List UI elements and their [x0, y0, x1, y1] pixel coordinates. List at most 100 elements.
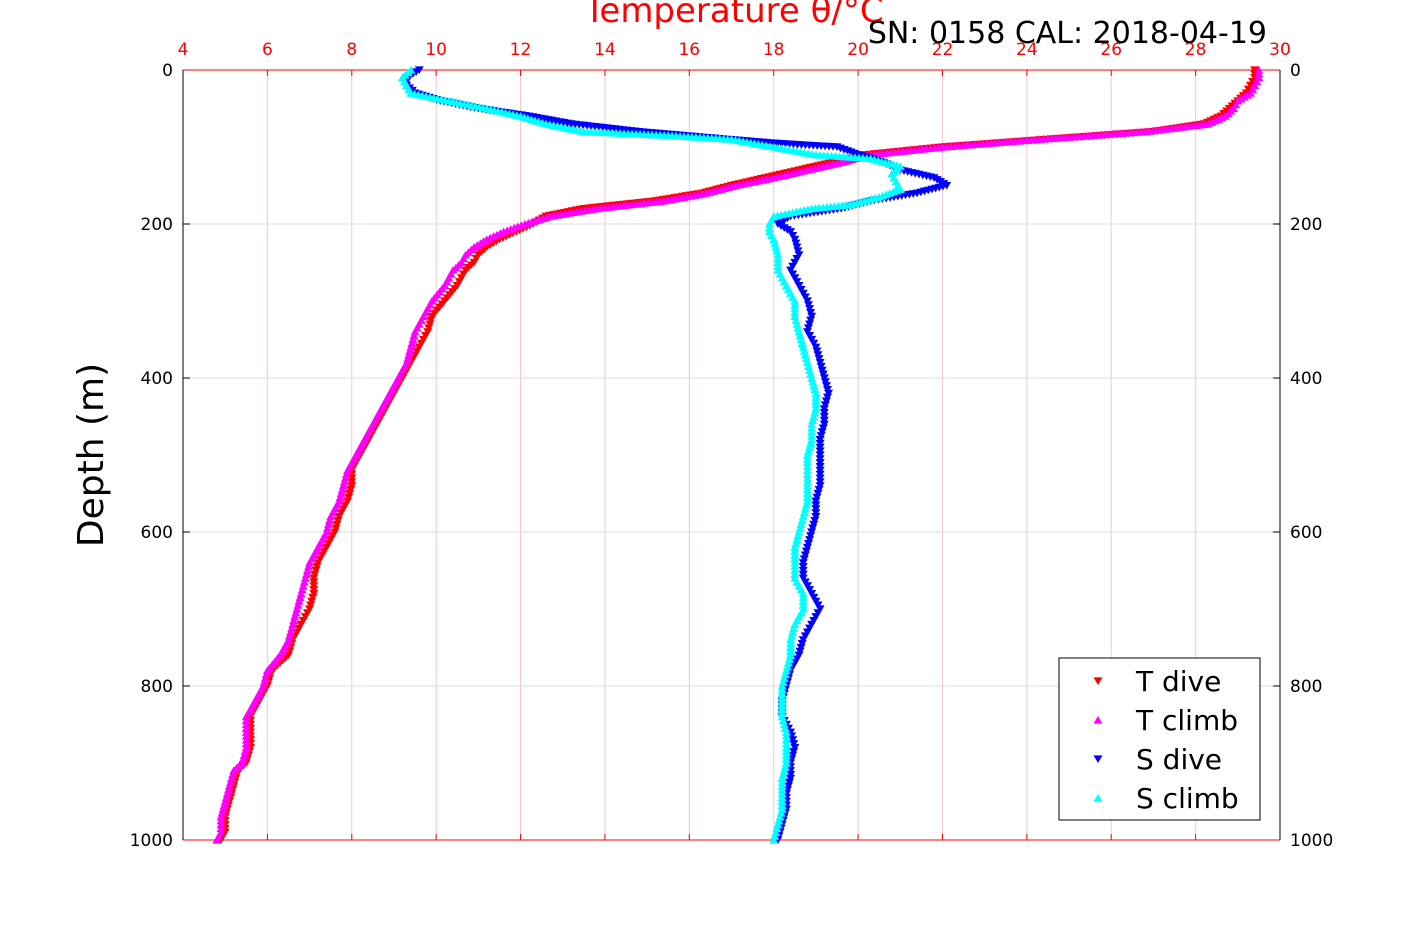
data-point — [334, 513, 344, 521]
data-point — [799, 347, 809, 355]
data-point — [790, 570, 800, 578]
data-point — [326, 536, 336, 544]
data-point — [797, 640, 807, 648]
data-point — [811, 404, 821, 413]
data-point — [1254, 69, 1264, 78]
data-point — [777, 797, 787, 806]
data-point — [408, 335, 418, 344]
data-point — [810, 516, 820, 525]
data-point — [807, 373, 817, 382]
data-point — [815, 359, 825, 367]
x-tick-label: 12 — [510, 40, 532, 60]
data-point — [786, 266, 796, 275]
data-point — [406, 343, 416, 351]
data-point — [777, 805, 787, 813]
data-point — [294, 624, 304, 633]
x-tick-label: 14 — [594, 40, 616, 60]
data-point — [815, 447, 825, 456]
data-point — [788, 270, 798, 279]
data-point — [815, 436, 825, 444]
data-point — [774, 816, 784, 825]
data-point — [806, 316, 816, 325]
data-point — [779, 720, 789, 729]
data-point — [331, 524, 341, 533]
data-point — [792, 655, 802, 664]
x-tick-label: 4 — [178, 40, 189, 60]
data-point — [300, 574, 310, 582]
y-tick-label-right: 1000 — [1290, 831, 1333, 851]
data-point — [771, 243, 781, 251]
data-point — [772, 824, 782, 833]
data-point — [802, 358, 812, 367]
data-point — [794, 251, 804, 259]
data-point — [777, 689, 787, 698]
data-point — [789, 747, 799, 756]
data-point — [794, 282, 804, 290]
data-point — [802, 466, 812, 474]
data-point — [777, 685, 787, 694]
data-point — [819, 416, 829, 425]
data-point — [795, 331, 805, 340]
data-point — [219, 801, 229, 809]
data-point — [802, 454, 812, 463]
data-point — [804, 301, 814, 309]
data-point — [780, 724, 790, 732]
data-point — [771, 828, 781, 836]
data-point — [773, 254, 783, 263]
data-point — [777, 778, 787, 786]
data-point — [807, 420, 817, 428]
data-point — [313, 559, 323, 567]
data-point — [790, 551, 800, 559]
data-point — [815, 466, 825, 475]
data-point — [788, 262, 798, 271]
data-point — [792, 243, 802, 252]
data-point — [791, 316, 801, 324]
data-point — [343, 466, 353, 474]
data-point — [787, 631, 797, 640]
legend-label: T dive — [1135, 665, 1221, 698]
data-point — [347, 478, 357, 486]
data-point — [790, 258, 800, 267]
data-point — [345, 489, 355, 498]
data-point — [792, 255, 802, 263]
data-point — [300, 613, 310, 621]
data-point — [781, 755, 791, 763]
data-point — [414, 343, 424, 352]
data-point — [819, 420, 829, 429]
data-point — [325, 516, 335, 525]
data-point — [344, 493, 354, 502]
data-point — [299, 578, 309, 586]
data-point — [310, 570, 320, 579]
x-tick-label: 8 — [346, 40, 357, 60]
data-point — [798, 570, 808, 579]
data-point — [773, 820, 783, 829]
data-point — [794, 327, 804, 336]
data-point — [790, 274, 800, 282]
data-point — [769, 835, 779, 844]
data-point — [811, 397, 821, 405]
data-point — [804, 447, 814, 455]
data-point — [806, 370, 816, 378]
data-point — [812, 347, 822, 356]
data-point — [305, 605, 315, 614]
data-point — [820, 401, 830, 409]
data-point — [818, 424, 828, 433]
data-point — [805, 320, 815, 329]
data-point — [811, 389, 821, 397]
data-point — [786, 635, 796, 644]
data-point — [239, 751, 249, 759]
y-tick-label-right: 600 — [1290, 523, 1322, 543]
data-point — [809, 381, 819, 390]
data-point — [259, 678, 269, 686]
data-point — [241, 712, 251, 721]
data-point — [790, 566, 800, 575]
data-point — [799, 508, 809, 517]
x-tick-label: 6 — [262, 40, 273, 60]
data-point — [812, 493, 822, 502]
data-point — [770, 239, 780, 247]
data-point — [817, 428, 827, 436]
data-point — [238, 755, 248, 763]
data-point — [293, 601, 303, 609]
data-point — [788, 736, 798, 744]
data-point — [781, 758, 791, 767]
